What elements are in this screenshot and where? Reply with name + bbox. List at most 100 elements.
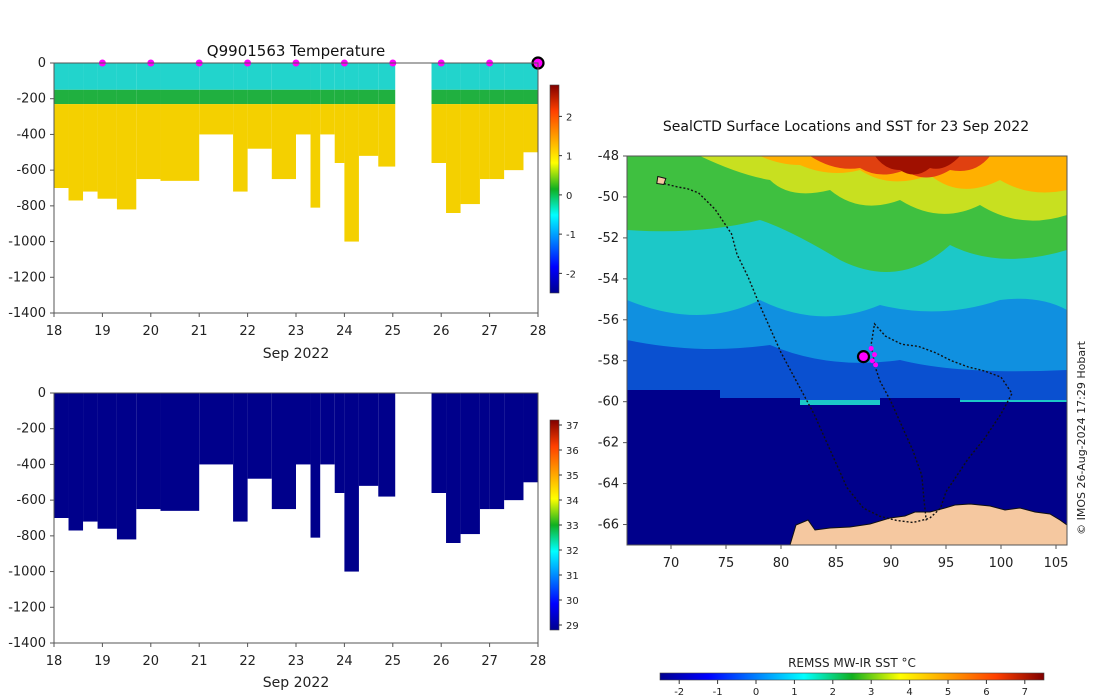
sst-field [627, 156, 1067, 545]
x-tick-label: 26 [433, 324, 450, 339]
temperature-profiles [54, 63, 543, 242]
temperature-profile [310, 63, 321, 208]
thermocline-layer [247, 89, 272, 105]
salinity-profile [358, 393, 379, 486]
y-tick-label: -1000 [8, 235, 46, 250]
surface-layer [97, 63, 117, 90]
y-tick-label: -600 [16, 163, 46, 178]
salinity-profile [247, 393, 272, 479]
lon-tick-label: 75 [718, 556, 735, 571]
temperature-profile [378, 63, 396, 167]
salinity-profile [446, 393, 461, 543]
lat-tick-label: -50 [598, 190, 619, 205]
deep-layer [310, 104, 321, 208]
surface-layer [136, 63, 161, 90]
colorbar-tick-label: 37 [566, 421, 579, 432]
y-tick-label: -200 [16, 422, 46, 437]
thermocline-layer [54, 89, 69, 105]
lat-tick-label: -62 [598, 436, 619, 451]
surface-layer [489, 63, 505, 90]
surface-layer [460, 63, 480, 90]
temperature-profile [83, 63, 98, 192]
thermocline-layer [136, 89, 161, 105]
lat-tick-label: -56 [598, 313, 619, 328]
lon-tick-label: 85 [828, 556, 845, 571]
x-tick-label: 18 [46, 324, 63, 339]
top-colorbar-ticks: 2 1 0 -1 -2 [559, 112, 576, 280]
deep-layer [54, 104, 69, 188]
temperature-profile [344, 63, 359, 242]
map-title: SealCTD Surface Locations and SST for 23… [663, 119, 1029, 135]
thermocline-layer [358, 89, 379, 105]
deep-layer [136, 104, 161, 180]
deep-layer [538, 104, 543, 143]
surface-layer [83, 63, 98, 90]
temperature-profile [523, 63, 538, 153]
thermocline-layer [320, 89, 335, 105]
lat-tick-label: -48 [598, 149, 619, 164]
colorbar-tick-label: 34 [566, 496, 579, 507]
bottom-colorbar-ticks: 37 36 35 34 33 32 31 30 29 [559, 421, 579, 632]
x-tick-label: 22 [239, 654, 256, 669]
surface-layer [320, 63, 335, 90]
temperature-profile [247, 63, 272, 149]
salinity-profile [233, 393, 248, 522]
sst-colorbar-tick-label: 7 [1022, 687, 1028, 698]
surface-layer [310, 63, 321, 90]
sst-colorbar-tick-label: 4 [906, 687, 912, 698]
seal-track [656, 175, 1013, 524]
salinity-profiles [54, 393, 538, 572]
thermocline-layer [446, 89, 461, 105]
deep-layer [479, 104, 490, 180]
map-colorbar-label: REMSS MW-IR SST °C [788, 656, 916, 670]
surface-layer [116, 63, 137, 90]
bottom-y-axis: 0 -200 -400 -600 -800 -1000 -1200 -1400 [8, 386, 54, 651]
lat-tick-label: -66 [598, 518, 619, 533]
bottom-x-axis: 18 19 20 21 22 23 24 25 26 27 28 [46, 643, 546, 669]
colorbar-tick-label: -1 [566, 230, 576, 241]
x-tick-label: 28 [530, 324, 547, 339]
thermocline-layer [160, 89, 200, 105]
sst-colorbar-tick-label: 2 [830, 687, 836, 698]
colorbar-tick-label: 0 [566, 191, 572, 202]
temperature-profile [479, 63, 490, 180]
surface-layer [479, 63, 490, 90]
surface-layer [334, 63, 345, 90]
map-colorbar-ticks: -2 -1 0 1 2 3 4 5 6 7 [674, 680, 1028, 698]
lon-tick-label: 70 [663, 556, 680, 571]
thermocline-layer [334, 89, 345, 105]
temperature-profile [460, 63, 480, 205]
deep-layer [523, 104, 538, 153]
temperature-profile [271, 63, 296, 180]
thermocline-layer [97, 89, 117, 105]
deep-layer [378, 104, 396, 167]
thermocline-layer [310, 89, 321, 105]
x-tick-label: 20 [143, 324, 160, 339]
salinity-profile [160, 393, 200, 511]
temperature-panel: Q9901563 Temperature 0 -200 -400 -600 -800 -1… [8, 42, 576, 362]
x-tick-label: 24 [336, 324, 353, 339]
temperature-profile [358, 63, 379, 156]
salinity-profile [479, 393, 490, 510]
temperature-profile [334, 63, 345, 163]
sst-colorbar-tick-label: 0 [753, 687, 759, 698]
temperature-profile [233, 63, 248, 192]
map-colorbar [659, 672, 1045, 681]
map-y-axis: -48 -50 -52 -54 -56 -58 -60 -62 -64 -66 [598, 149, 627, 533]
temperature-profile [116, 63, 137, 210]
deep-layer [233, 104, 248, 192]
y-tick-label: -1000 [8, 565, 46, 580]
surface-layer [504, 63, 524, 90]
lat-tick-label: -64 [598, 477, 619, 492]
top-colorbar [549, 84, 560, 294]
y-tick-label: -800 [16, 529, 46, 544]
temperature-profile [97, 63, 117, 199]
lon-tick-label: 95 [938, 556, 955, 571]
top-x-axis: 18 19 20 21 22 23 24 25 26 27 28 [46, 313, 547, 339]
salinity-panel: 0 -200 -400 -600 -800 -1000 -1200 -1400 18 19 20 2… [8, 386, 579, 691]
deep-layer [97, 104, 117, 199]
recent-point [868, 345, 874, 351]
y-tick-label: -400 [16, 457, 46, 472]
lon-tick-label: 90 [883, 556, 900, 571]
thermocline-layer [489, 89, 505, 105]
